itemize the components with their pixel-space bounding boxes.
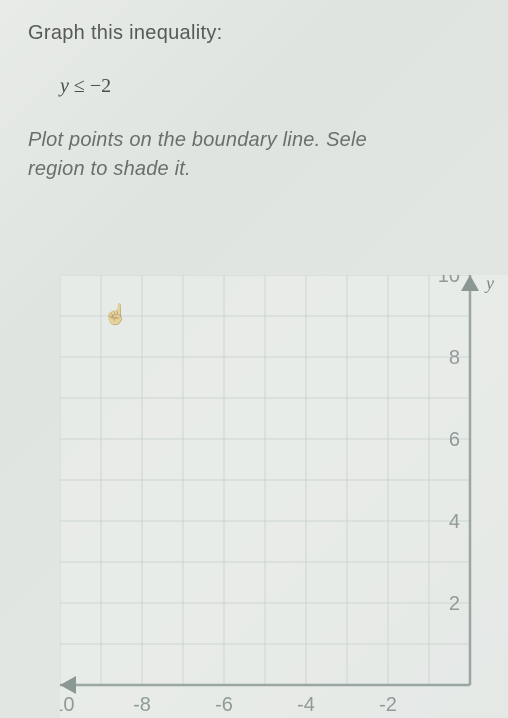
hand-cursor-icon: ☝	[103, 302, 128, 327]
inequality-expression: y ≤ −2	[0, 45, 508, 98]
coordinate-graph[interactable]: y 2 4 6 8 10 -10 -8 -6 -4 -2 ☝	[60, 275, 508, 718]
svg-text:-10: -10	[60, 694, 74, 716]
prompt-text: Graph this inequality:	[0, 0, 508, 45]
svg-text:y: y	[484, 275, 494, 293]
instruction-line-2: region to shade it.	[28, 158, 191, 180]
instruction-text: Plot points on the boundary line. Sele r…	[0, 98, 508, 184]
inequality-value: −2	[90, 75, 111, 97]
svg-text:6: 6	[449, 429, 460, 451]
instruction-line-1: Plot points on the boundary line. Sele	[28, 129, 367, 151]
svg-text:4: 4	[449, 511, 460, 533]
svg-text:-6: -6	[215, 694, 233, 716]
svg-text:-4: -4	[297, 694, 315, 716]
svg-text:-8: -8	[133, 694, 151, 716]
svg-text:-2: -2	[379, 694, 397, 716]
graph-svg[interactable]: y 2 4 6 8 10 -10 -8 -6 -4 -2	[60, 275, 508, 718]
svg-text:10: 10	[438, 275, 460, 287]
inequality-relation: ≤	[74, 75, 85, 97]
svg-text:8: 8	[449, 347, 460, 369]
svg-text:2: 2	[449, 593, 460, 615]
inequality-variable: y	[60, 75, 69, 97]
